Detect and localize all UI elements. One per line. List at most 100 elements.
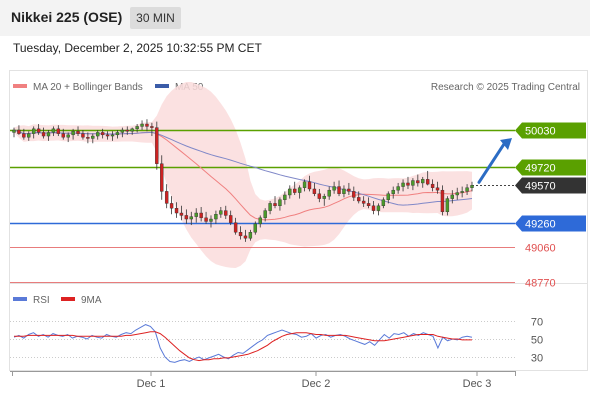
candle-body bbox=[179, 212, 184, 216]
candle-body bbox=[421, 179, 425, 184]
rsi-series-line bbox=[13, 324, 473, 363]
candle-body bbox=[51, 128, 56, 133]
candle-body bbox=[337, 186, 341, 194]
candle-body bbox=[36, 128, 41, 133]
candle-body bbox=[41, 132, 46, 137]
candle-body bbox=[228, 215, 233, 223]
candle-body bbox=[243, 235, 248, 239]
candle-body bbox=[347, 188, 351, 192]
level-lines bbox=[10, 129, 515, 283]
candle-body bbox=[214, 214, 218, 220]
candle-body bbox=[199, 212, 203, 219]
candle-body bbox=[71, 131, 75, 136]
candle-body bbox=[396, 186, 400, 191]
candle-body bbox=[391, 189, 395, 194]
candle-body bbox=[17, 129, 21, 134]
rsi-ma-legend-swatch bbox=[61, 297, 75, 301]
level-labels: 50030 49720 49570 49260 49060 48770 bbox=[515, 122, 586, 290]
candle-body bbox=[327, 189, 331, 197]
candle-body bbox=[357, 197, 361, 202]
candle-body bbox=[184, 215, 189, 220]
candle-body bbox=[169, 203, 174, 209]
candle-body bbox=[425, 179, 430, 185]
candle-body bbox=[160, 163, 164, 192]
candle-body bbox=[253, 223, 258, 233]
level-label: 49260 bbox=[525, 219, 556, 231]
candle-body bbox=[248, 232, 253, 239]
level-label-box bbox=[515, 122, 586, 139]
price-panel-frame bbox=[9, 70, 588, 284]
rsi-legend-label: RSI bbox=[33, 295, 50, 306]
candle-body bbox=[342, 188, 346, 194]
candle-body bbox=[293, 188, 297, 193]
candle-body bbox=[105, 134, 110, 137]
instrument-title: Nikkei 225 (OSE) bbox=[11, 9, 123, 25]
candle-body bbox=[130, 128, 134, 132]
candle-body bbox=[263, 210, 267, 219]
bollinger-band-area bbox=[14, 82, 472, 268]
candle-body bbox=[125, 129, 129, 132]
candle-body bbox=[189, 216, 193, 220]
candle-body bbox=[120, 129, 125, 133]
candle-body bbox=[430, 183, 435, 188]
candle-body bbox=[381, 199, 386, 207]
candle-body bbox=[352, 191, 356, 198]
candle-body bbox=[278, 199, 282, 207]
bollinger-bands bbox=[14, 82, 472, 268]
candle-body bbox=[61, 133, 65, 138]
candle-body bbox=[22, 133, 26, 138]
rsi-panel-frame bbox=[9, 283, 588, 371]
candle-body bbox=[81, 133, 85, 138]
candle-body bbox=[56, 128, 61, 134]
timeframe-badge[interactable]: 30 MIN bbox=[130, 7, 181, 29]
level-label: 49570 bbox=[525, 181, 556, 193]
candles bbox=[12, 119, 474, 242]
candle-body bbox=[435, 187, 440, 191]
candle-body bbox=[366, 203, 371, 207]
rsi-legend-swatch bbox=[13, 297, 27, 301]
candle-body bbox=[66, 134, 70, 138]
candle-body bbox=[91, 135, 95, 139]
candle-body bbox=[115, 132, 120, 136]
level-label-box bbox=[515, 177, 586, 194]
candle-body bbox=[273, 203, 277, 207]
candle-body bbox=[386, 193, 390, 200]
candle-body bbox=[411, 180, 415, 186]
candle-body bbox=[145, 123, 149, 127]
timestamp: Tuesday, December 2, 2025 10:32:55 PM CE… bbox=[13, 41, 262, 55]
rsi-series-line bbox=[14, 331, 472, 362]
candle-body bbox=[238, 232, 243, 237]
level-label-box bbox=[515, 215, 586, 232]
candle-body bbox=[416, 180, 420, 184]
candle-body bbox=[268, 203, 272, 211]
candle-body bbox=[470, 185, 474, 188]
level-label: 49720 bbox=[525, 163, 556, 175]
candle-body bbox=[288, 188, 292, 196]
candle-body bbox=[283, 194, 287, 200]
level-label-box bbox=[515, 159, 586, 176]
rsi-tick-label: 50 bbox=[531, 335, 543, 347]
candle-body bbox=[96, 132, 100, 137]
candle-body bbox=[406, 182, 410, 186]
candle-body bbox=[440, 189, 445, 213]
x-axis: Dec 1 Dec 2 Dec 3 bbox=[10, 371, 516, 390]
forecast-arrow-head bbox=[500, 138, 512, 151]
candle-body bbox=[31, 128, 36, 134]
candle-body bbox=[204, 217, 208, 222]
candle-body bbox=[361, 200, 366, 204]
candle-body bbox=[209, 218, 213, 222]
candle-body bbox=[460, 191, 464, 193]
header-bar: Nikkei 225 (OSE) 30 MIN bbox=[0, 0, 590, 36]
candle-body bbox=[140, 123, 144, 127]
candle-body bbox=[302, 181, 307, 188]
candle-body bbox=[110, 134, 115, 137]
rsi-tick-label: 30 bbox=[531, 353, 543, 365]
candle-body bbox=[371, 205, 376, 211]
candle-body bbox=[27, 133, 31, 138]
candle-body bbox=[450, 194, 455, 199]
candle-body bbox=[12, 129, 16, 133]
candle-body bbox=[465, 187, 469, 192]
candle-body bbox=[174, 208, 179, 214]
